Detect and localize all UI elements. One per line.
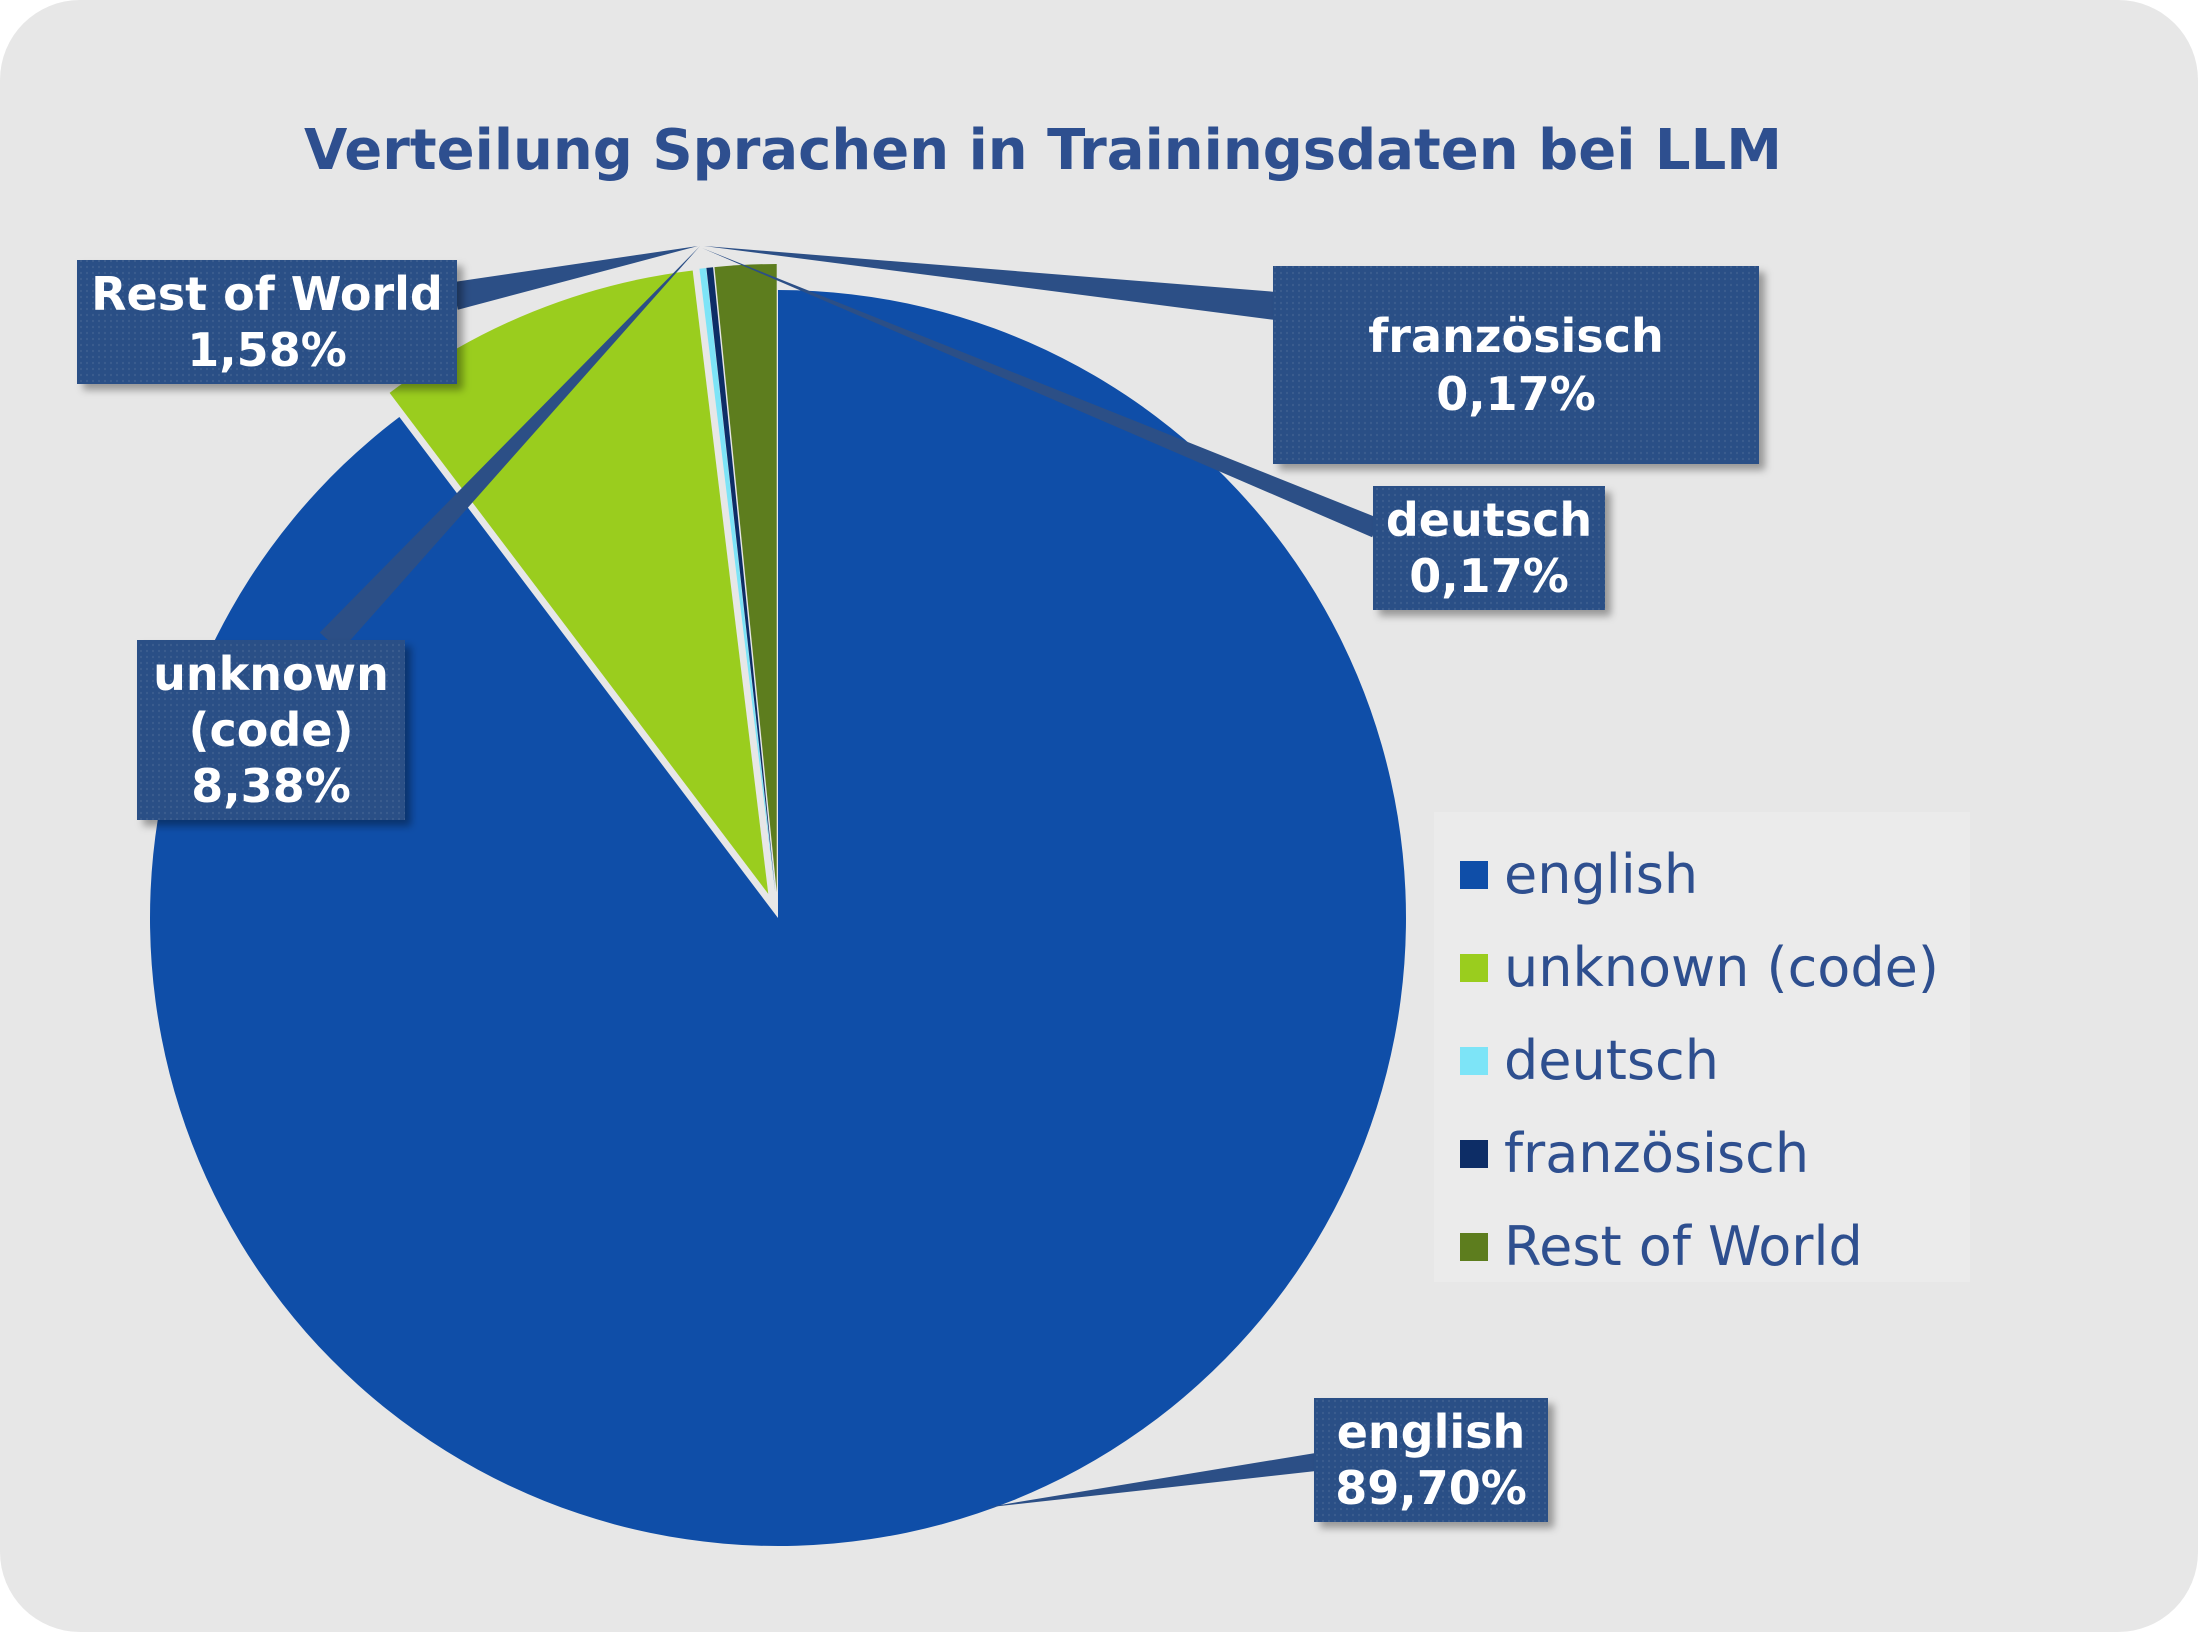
legend-item-rest-of-world: Rest of World	[1460, 1200, 1970, 1293]
leader-lines	[319, 246, 1380, 1508]
legend: english unknown (code) deutsch französisch R…	[1434, 812, 1970, 1282]
legend-swatch	[1460, 1232, 1488, 1261]
legend-swatch	[1460, 860, 1488, 889]
leader-line-unknown-code	[319, 246, 700, 652]
data-label-texture	[1314, 1398, 1548, 1522]
data-labels: english89,70%unknown(code)8,38%deutsch0,…	[77, 260, 1759, 1522]
legend-swatch	[1460, 1139, 1488, 1168]
legend-label: französisch	[1504, 1122, 1810, 1185]
leader-line-deutsch	[702, 248, 1380, 538]
chart-title: Verteilung Sprachen in Trainingsdaten be…	[304, 118, 1782, 183]
legend-swatch	[1460, 1046, 1488, 1075]
legend-label: english	[1504, 843, 1699, 906]
data-label-category: französisch	[1368, 309, 1663, 363]
data-label-texture	[137, 640, 405, 820]
data-label-category: unknown	[153, 647, 389, 701]
data-label-category: (code)	[188, 703, 353, 757]
legend-label: deutsch	[1504, 1029, 1719, 1092]
leader-line-english	[982, 1453, 1318, 1508]
pie-slice-franzosisch	[706, 267, 776, 893]
leader-line-franzosisch	[704, 246, 1278, 320]
data-label-value: 8,38%	[191, 759, 351, 813]
legend-swatch	[1460, 953, 1488, 982]
data-label-value: 0,17%	[1409, 549, 1569, 603]
data-label-unknown-code: unknown(code)8,38%	[137, 640, 405, 820]
legend-item-english: english	[1460, 828, 1970, 921]
data-label-category: Rest of World	[91, 267, 443, 321]
pie-slices	[150, 264, 1407, 1546]
data-label-value: 89,70%	[1335, 1461, 1527, 1515]
legend-item-unknown-code: unknown (code)	[1460, 921, 1970, 1014]
data-label-texture	[77, 260, 457, 384]
data-label-category: english	[1337, 1405, 1526, 1459]
data-label-value: 1,58%	[187, 323, 347, 377]
pie-slice-english	[150, 290, 1407, 1546]
legend-label: unknown (code)	[1504, 936, 1939, 999]
pie-slice-deutsch	[699, 267, 776, 893]
legend-label: Rest of World	[1504, 1215, 1863, 1278]
pie-slice-rest-of-world	[714, 264, 777, 893]
data-label-value: 0,17%	[1436, 367, 1596, 421]
data-label-texture	[1273, 266, 1759, 464]
legend-item-franzosisch: französisch	[1460, 1107, 1970, 1200]
leader-line-rest-of-world	[452, 246, 698, 310]
pie-slice-unknown-code	[389, 270, 769, 894]
data-label-texture	[1373, 486, 1605, 610]
legend-item-deutsch: deutsch	[1460, 1014, 1970, 1107]
data-label-category: deutsch	[1386, 493, 1592, 547]
